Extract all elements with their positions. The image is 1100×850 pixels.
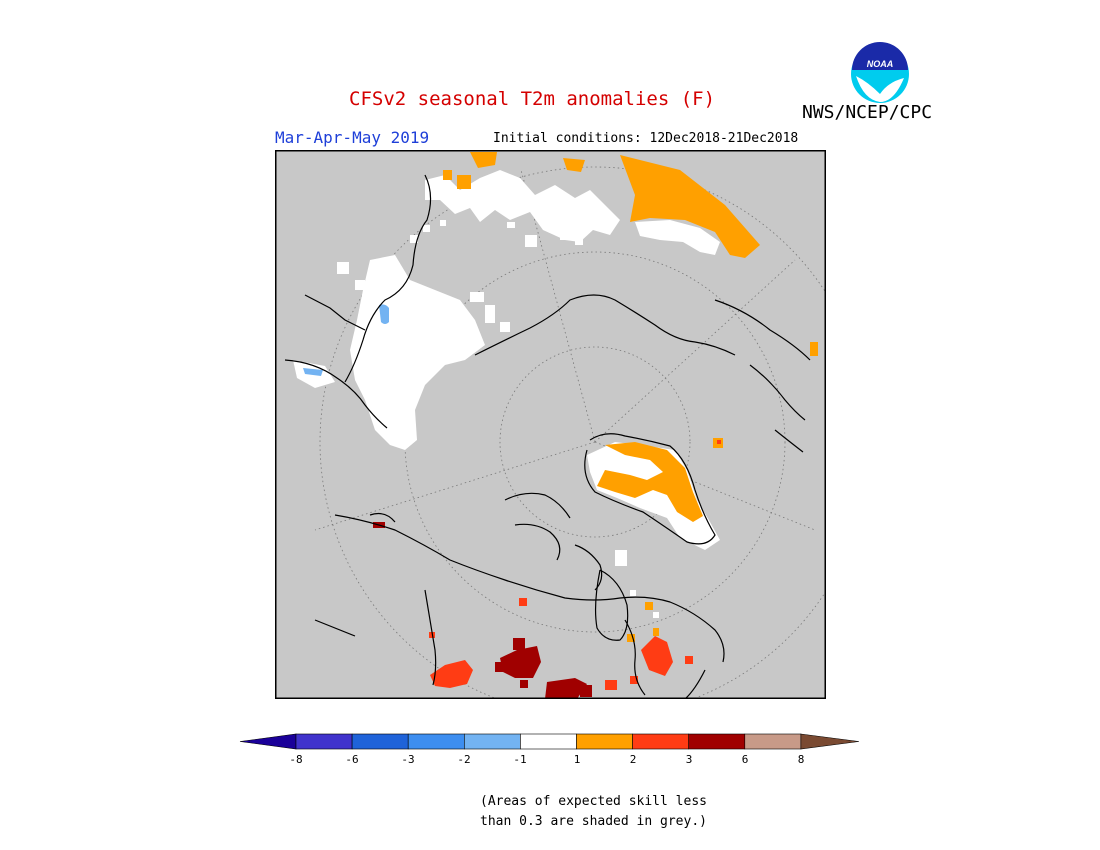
colorbar-bin — [295, 733, 353, 750]
skill-note-line-1: (Areas of expected skill less — [480, 794, 707, 809]
canada-cool-pocket — [303, 304, 389, 376]
mexico-hot-region — [545, 676, 638, 699]
agency-label: NWS/NCEP/CPC — [802, 102, 933, 123]
colorbar-bin — [576, 733, 633, 750]
season-label: Mar-Apr-May 2019 — [275, 128, 430, 147]
colorbar-tick: -6 — [345, 753, 359, 766]
colorbar-tick: 3 — [685, 753, 693, 766]
us-southeast-warm-region — [627, 628, 693, 676]
map-frame — [275, 150, 826, 699]
colorbar-tick: -3 — [401, 753, 415, 766]
noaa-logo-icon: NOAA — [849, 42, 911, 105]
graticule — [314, 166, 826, 699]
eastern-siberia-warm-region — [443, 152, 818, 356]
colorbar-bins — [239, 733, 859, 750]
skill-note-line-2: than 0.3 are shaded in grey.) — [480, 814, 707, 829]
colorbar-bin — [632, 733, 689, 750]
chukotka-near-normal-patch — [635, 220, 720, 255]
colorbar-tick: 2 — [629, 753, 637, 766]
siberia-near-normal-region — [410, 170, 620, 247]
colorbar-bin — [520, 733, 577, 750]
greenland-warm-region — [587, 438, 723, 550]
colorbar-tick: -8 — [289, 753, 303, 766]
colorbar-bin — [407, 733, 465, 750]
colorbar-right-arrow — [800, 733, 859, 750]
colorbar-bin — [463, 733, 521, 750]
colorbar-bin — [688, 733, 746, 750]
colorbar-tick: 8 — [797, 753, 805, 766]
anomaly-map — [275, 150, 826, 699]
colorbar-tick: -2 — [457, 753, 471, 766]
colorbar-bin — [351, 733, 409, 750]
initial-conditions-label: Initial conditions: 12Dec2018-21Dec2018 — [493, 131, 799, 146]
logo-text: NOAA — [867, 59, 894, 69]
map-title: CFSv2 seasonal T2m anomalies (F) — [349, 88, 716, 110]
us-south-central-hot-region — [495, 638, 541, 688]
colorbar-tick: 1 — [573, 753, 581, 766]
coastlines — [284, 174, 811, 699]
skill-note: (Areas of expected skill less than 0.3 a… — [480, 792, 707, 832]
colorbar-left-arrow — [239, 733, 297, 750]
hudson-patches — [615, 550, 659, 618]
colorbar-tick: 6 — [741, 753, 749, 766]
canada-near-normal-region — [293, 255, 510, 450]
colorbar-tick: -1 — [513, 753, 527, 766]
colorbar-bin — [744, 733, 802, 750]
